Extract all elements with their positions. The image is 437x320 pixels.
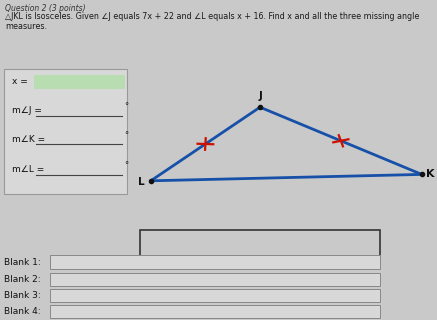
FancyBboxPatch shape xyxy=(50,273,380,286)
Text: Blank 4:: Blank 4: xyxy=(4,307,41,316)
Text: △JKL is Isosceles. Given ∠J equals 7x + 22 and ∠L equals x + 16. Find x and all : △JKL is Isosceles. Given ∠J equals 7x + … xyxy=(5,12,420,21)
Text: Blank 3:: Blank 3: xyxy=(4,291,41,300)
Text: K: K xyxy=(426,169,434,180)
FancyBboxPatch shape xyxy=(50,289,380,302)
Text: Question 2 (3 points): Question 2 (3 points) xyxy=(5,4,86,13)
FancyBboxPatch shape xyxy=(4,69,127,194)
Text: L: L xyxy=(138,177,144,188)
Text: m∠K =: m∠K = xyxy=(12,135,45,144)
Text: °: ° xyxy=(125,102,128,111)
FancyBboxPatch shape xyxy=(140,230,380,261)
Text: m∠J =: m∠J = xyxy=(12,106,42,115)
FancyBboxPatch shape xyxy=(50,255,380,269)
Text: °: ° xyxy=(125,161,128,170)
Text: m∠L =: m∠L = xyxy=(12,165,45,174)
FancyBboxPatch shape xyxy=(34,75,125,89)
Text: J: J xyxy=(258,91,262,101)
Text: °: ° xyxy=(125,131,128,140)
Text: x =: x = xyxy=(12,77,28,86)
FancyBboxPatch shape xyxy=(50,305,380,318)
Text: Blank 1:: Blank 1: xyxy=(4,258,41,267)
Text: Blank 2:: Blank 2: xyxy=(4,275,41,284)
Text: measures.: measures. xyxy=(5,22,47,31)
